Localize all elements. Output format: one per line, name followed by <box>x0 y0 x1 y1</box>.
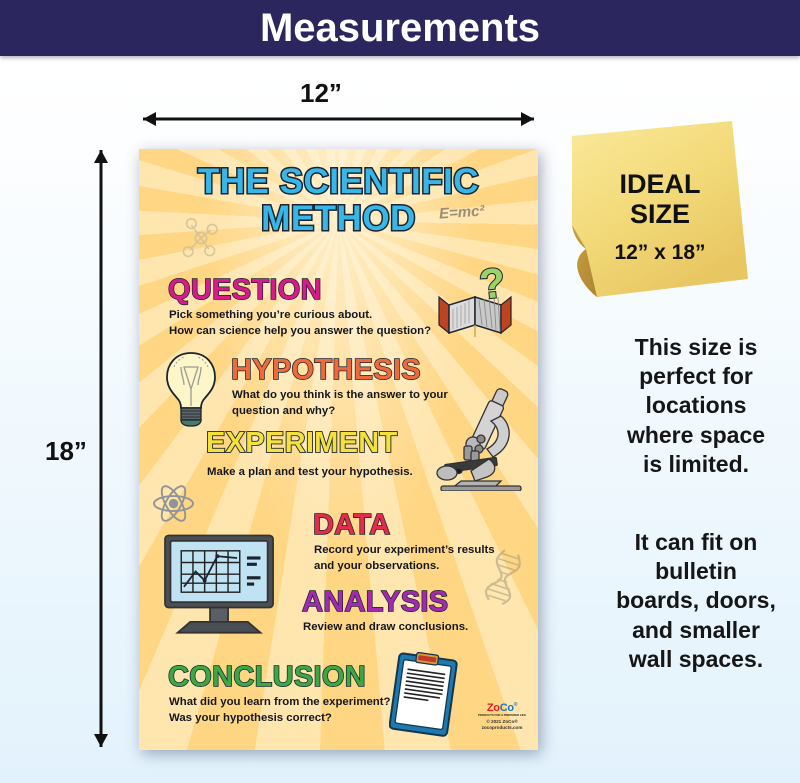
svg-text:?: ? <box>477 259 507 308</box>
